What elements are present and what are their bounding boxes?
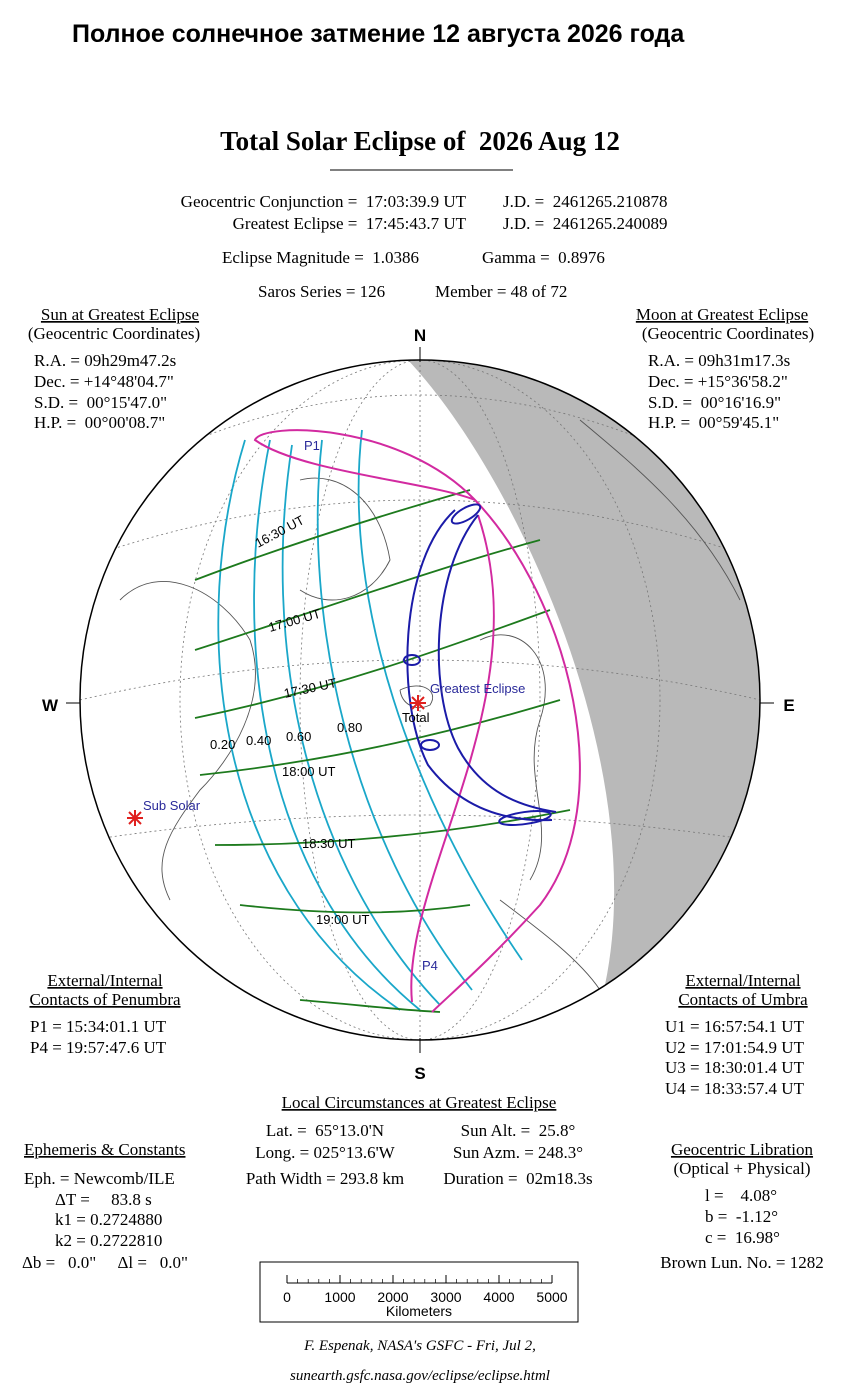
- scale-tick-label: 3000: [430, 1289, 461, 1305]
- penumbra-title: Contacts of Penumbra: [29, 990, 181, 1009]
- magnitude-curves: [217, 429, 523, 1011]
- sun-line: R.A. = 09h29m47.2s: [34, 351, 176, 370]
- summary-left: Saros Series = 126: [258, 282, 385, 301]
- p4-label: P4: [422, 958, 438, 973]
- umbra-line: U4 = 18:33:57.4 UT: [665, 1079, 805, 1098]
- sun-line: Dec. = +14°48'04.7": [34, 372, 174, 391]
- summary-right: Gamma = 0.8976: [482, 248, 605, 267]
- magnitude-label: 0.20: [210, 737, 235, 752]
- compass-label: N: [414, 326, 426, 345]
- summary-right: J.D. = 2461265.240089: [503, 214, 667, 233]
- moon-line: R.A. = 09h31m17.3s: [648, 351, 790, 370]
- night-region: [408, 360, 760, 985]
- local-cell: Sun Azm. = 248.3°: [453, 1143, 583, 1162]
- umbra-line: U2 = 17:01:54.9 UT: [665, 1038, 805, 1057]
- moon-subtitle: (Geocentric Coordinates): [642, 324, 814, 343]
- scale-bar: [259, 1261, 579, 1323]
- total-label: Total: [402, 710, 430, 725]
- time-label: 19:00 UT: [316, 912, 370, 927]
- moon-line: Dec. = +15°36'58.2": [648, 372, 788, 391]
- local-title: Local Circumstances at Greatest Eclipse: [282, 1093, 557, 1112]
- penumbra-limits: [253, 429, 581, 1013]
- sun-line: H.P. = 00°00'08.7": [34, 413, 165, 432]
- greatest-eclipse-label: Greatest Eclipse: [430, 681, 525, 696]
- umbra-title: External/Internal: [685, 971, 800, 990]
- penumbra-line: P1 = 15:34:01.1 UT: [30, 1017, 167, 1036]
- scale-tick-label: 0: [283, 1289, 291, 1305]
- ephemeris-line: ΔT = 83.8 s: [55, 1190, 152, 1209]
- ephemeris-title: Ephemeris & Constants: [24, 1140, 185, 1159]
- moon-line: S.D. = 00°16'16.9": [648, 393, 781, 412]
- scale-tick-label: 1000: [324, 1289, 355, 1305]
- time-label: 18:30 UT: [302, 836, 356, 851]
- ephemeris-line: k1 = 0.2724880: [55, 1210, 162, 1229]
- compass-label: W: [42, 696, 59, 715]
- sub-solar-marker: [127, 810, 143, 826]
- penumbra-title: External/Internal: [47, 971, 162, 990]
- libration-line: b = -1.12°: [705, 1207, 778, 1226]
- local-cell: Duration = 02m18.3s: [443, 1169, 592, 1188]
- magnitude-label: 0.80: [337, 720, 362, 735]
- time-label: 18:00 UT: [282, 764, 336, 779]
- sun-title: Sun at Greatest Eclipse: [41, 305, 199, 324]
- summary-left: Geocentric Conjunction = 17:03:39.9 UT: [181, 192, 467, 211]
- scale-label: Kilometers: [386, 1303, 452, 1319]
- globe: [66, 347, 774, 1053]
- summary-right: J.D. = 2461265.210878: [503, 192, 667, 211]
- umbra-line: U1 = 16:57:54.1 UT: [665, 1017, 805, 1036]
- p1-label: P1: [304, 438, 320, 453]
- credit: F. Espenak, NASA's GSFC - Fri, Jul 2,: [303, 1338, 536, 1354]
- coastlines: [119, 419, 741, 991]
- title: Total Solar Eclipse of 2026 Aug 12: [220, 126, 620, 156]
- libration-title: Geocentric Libration: [671, 1140, 814, 1159]
- umbra-line: U3 = 18:30:01.4 UT: [665, 1058, 805, 1077]
- moon-title: Moon at Greatest Eclipse: [636, 305, 808, 324]
- ephemeris-line: Δb = 0.0" Δl = 0.0": [22, 1253, 188, 1272]
- scale-tick-label: 4000: [483, 1289, 514, 1305]
- magnitude-label: 0.60: [286, 729, 311, 744]
- sun-subtitle: (Geocentric Coordinates): [28, 324, 200, 343]
- local-cell: Lat. = 65°13.0'N: [266, 1121, 384, 1140]
- umbra-path: [403, 503, 557, 826]
- scale-tick-label: 5000: [536, 1289, 567, 1305]
- compass-label: E: [783, 696, 794, 715]
- greatest-eclipse-marker: [410, 695, 426, 711]
- local-cell: Long. = 025°13.6'W: [255, 1143, 395, 1162]
- brown-lunation: Brown Lun. No. = 1282: [660, 1253, 824, 1272]
- local-cell: Path Width = 293.8 km: [246, 1169, 404, 1188]
- magnitude-label: 0.40: [246, 733, 271, 748]
- local-cell: Sun Alt. = 25.8°: [461, 1121, 576, 1140]
- compass-label: S: [414, 1064, 425, 1083]
- ephemeris-line: k2 = 0.2722810: [55, 1231, 162, 1250]
- libration-line: c = 16.98°: [705, 1228, 780, 1247]
- moon-line: H.P. = 00°59'45.1": [648, 413, 779, 432]
- summary-left: Eclipse Magnitude = 1.0386: [222, 248, 419, 267]
- sub-solar-label: Sub Solar: [143, 798, 201, 813]
- summary-right: Member = 48 of 72: [435, 282, 567, 301]
- umbra-title: Contacts of Umbra: [678, 990, 808, 1009]
- sun-line: S.D. = 00°15'47.0": [34, 393, 167, 412]
- penumbra-line: P4 = 19:57:47.6 UT: [30, 1038, 167, 1057]
- summary-left: Greatest Eclipse = 17:45:43.7 UT: [233, 214, 467, 233]
- russian-title: Полное солнечное затмение 12 августа 202…: [72, 20, 685, 48]
- ephemeris-line: Eph. = Newcomb/ILE: [24, 1169, 175, 1188]
- libration-subtitle: (Optical + Physical): [673, 1159, 810, 1178]
- libration-line: l = 4.08°: [705, 1186, 777, 1205]
- source-url: sunearth.gsfc.nasa.gov/eclipse/eclipse.h…: [290, 1368, 550, 1384]
- scale-tick-label: 2000: [377, 1289, 408, 1305]
- time-lines: [194, 489, 571, 1013]
